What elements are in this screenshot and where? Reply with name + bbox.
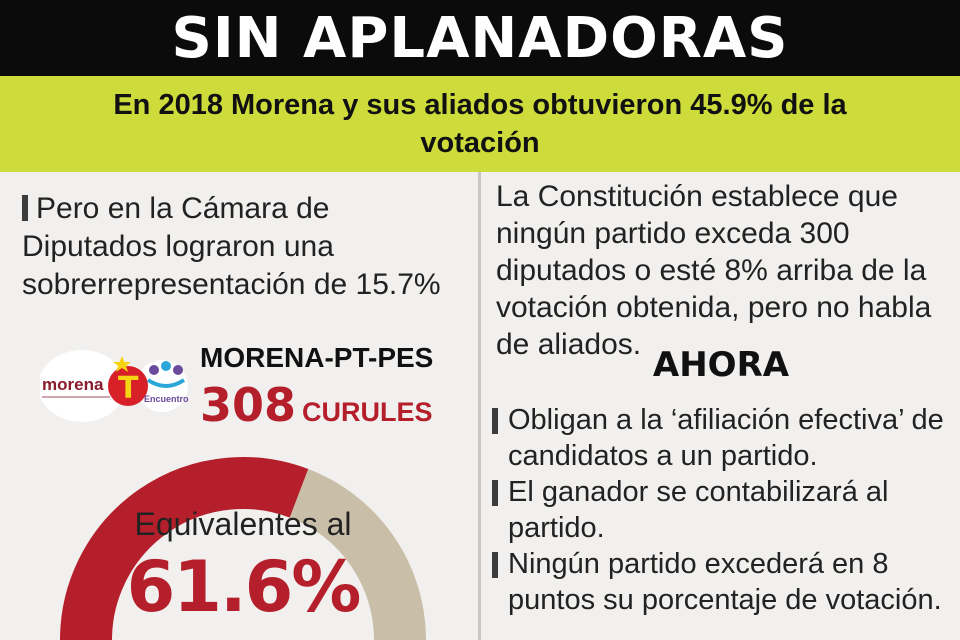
- list-item-text: El ganador se contabilizará al partido.: [508, 476, 889, 544]
- coalition-logo-icon: morena T Encuentro Social: [38, 350, 218, 422]
- list-item: Ningún partido excederá en 8 puntos su p…: [492, 546, 952, 618]
- measures-list: Obligan a la ‘afiliación efectiva’ de ca…: [492, 402, 952, 618]
- subtitle-text: En 2018 Morena y sus aliados obtuvieron …: [113, 89, 847, 159]
- bullet-bar-icon: [492, 480, 498, 506]
- pt-logo-text: T: [118, 371, 139, 406]
- page-title: SIN APLANADORAS: [171, 5, 789, 71]
- seats-unit: CURULES: [302, 397, 433, 427]
- seats-number: 308: [200, 378, 297, 432]
- seats-count: 308 CURULES: [200, 378, 433, 432]
- equivalent-label: Equivalentes al: [134, 506, 352, 542]
- list-item: El ganador se contabilizará al partido.: [492, 474, 952, 546]
- pes-logo-text: Encuentro Social: [144, 394, 190, 404]
- equivalent-percentage: 61.6%: [126, 546, 362, 628]
- gauge-remaining-arc: [289, 469, 426, 640]
- party-logos: morena T Encuentro Social: [38, 350, 218, 422]
- coalition-name: MORENA-PT-PES: [200, 342, 434, 373]
- gauge-filled-arc: [60, 457, 309, 640]
- list-item-text: Obligan a la ‘afiliación efectiva’ de ca…: [508, 404, 944, 472]
- bullet-bar-icon: [22, 195, 28, 221]
- bullet-bar-icon: [492, 552, 498, 578]
- list-item: Obligan a la ‘afiliación efectiva’ de ca…: [492, 402, 952, 474]
- header-bar: SIN APLANADORAS: [0, 0, 960, 76]
- morena-logo-text: morena: [42, 375, 104, 394]
- seat-gauge: [60, 457, 426, 640]
- left-intro-text: Pero en la Cámara de Diputados lograron …: [22, 192, 441, 301]
- left-intro: Pero en la Cámara de Diputados lograron …: [22, 190, 472, 304]
- column-divider: [478, 172, 481, 640]
- right-intro: La Constitución establece que ningún par…: [496, 180, 932, 361]
- now-heading: AHORA: [652, 345, 790, 385]
- bullet-bar-icon: [492, 408, 498, 434]
- list-item-text: Ningún partido excederá en 8 puntos su p…: [508, 548, 942, 616]
- subtitle-band: En 2018 Morena y sus aliados obtuvieron …: [0, 76, 960, 172]
